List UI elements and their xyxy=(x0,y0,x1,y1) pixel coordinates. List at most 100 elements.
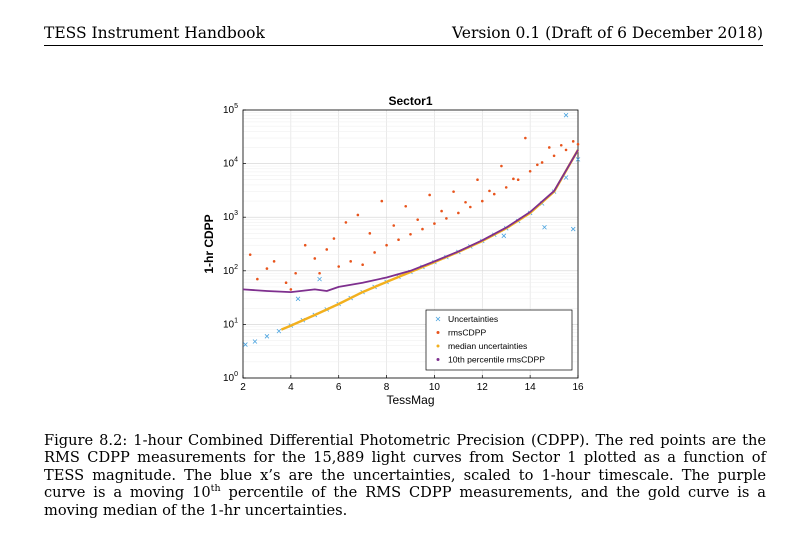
rmscdpp-point xyxy=(559,143,563,147)
y-tick-label: 100 xyxy=(223,371,238,384)
rmscdpp-point xyxy=(325,248,329,251)
median-uncertainties-line xyxy=(280,149,580,331)
rmscdpp-point xyxy=(464,200,467,204)
uncertainty-point xyxy=(264,334,270,339)
legend-marker xyxy=(436,344,440,348)
rmscdpp-point xyxy=(452,190,455,193)
cdpp-chart: 2 4 6 8 10 12 14 16 100 101 102 103 104 105 Sector1 T… xyxy=(202,94,584,407)
uncertainty-point xyxy=(501,233,507,239)
rmscdpp-point xyxy=(433,222,436,225)
uncertainty-point xyxy=(243,342,248,347)
rmscdpp-point xyxy=(385,243,388,247)
legend-marker xyxy=(436,331,440,334)
legend-box xyxy=(425,309,573,371)
rmscdpp-point xyxy=(500,164,503,168)
rmscdpp-point xyxy=(421,227,424,231)
rmscdpp-point xyxy=(284,281,288,284)
uncertainty-point xyxy=(563,175,569,180)
figure-caption: Figure 8.2: 1-hour Combined Differential… xyxy=(44,432,766,519)
x-axis-label: TessMag xyxy=(386,393,434,407)
rmscdpp-point xyxy=(313,257,317,260)
rmscdpp-point xyxy=(469,205,472,209)
rmscdpp-point xyxy=(536,163,539,167)
y-tick-label: 101 xyxy=(223,317,238,330)
caption-text-1: Figure 8.2: 1-hour Combined Differential… xyxy=(44,432,766,502)
caption-superscript: th xyxy=(210,483,221,495)
rmscdpp-point xyxy=(337,265,341,268)
rmscdpp-point xyxy=(476,178,479,182)
uncertainty-point xyxy=(276,328,282,334)
header-rule xyxy=(44,45,763,46)
chart-title: Sector1 xyxy=(388,94,432,108)
rmscdpp-point xyxy=(564,148,568,152)
rmscdpp-point xyxy=(397,238,400,242)
rmscdpp-point xyxy=(265,267,269,270)
x-tick-label: 16 xyxy=(572,382,584,393)
rmscdpp-point xyxy=(512,177,515,181)
rmscdpp-point xyxy=(404,204,408,208)
y-tick-label: 105 xyxy=(223,103,238,116)
rmscdpp-point xyxy=(361,263,364,266)
uncertainty-point xyxy=(317,276,322,282)
uncertainty-point xyxy=(252,339,258,344)
uncertainty-point xyxy=(563,112,569,118)
uncertainty-point xyxy=(542,224,547,230)
rmscdpp-point xyxy=(440,209,443,213)
rmscdpp-point xyxy=(524,136,527,140)
legend-label: rmsCDPP xyxy=(448,328,486,338)
rmscdpp-point xyxy=(318,271,321,275)
uncertainty-point xyxy=(570,226,576,232)
rmscdpp-series xyxy=(248,136,580,291)
rmscdpp-point xyxy=(392,224,396,227)
rmscdpp-point xyxy=(457,211,460,215)
y-tick-label: 102 xyxy=(223,264,238,277)
rmscdpp-point xyxy=(416,218,419,221)
y-axis-label: 1-hr CDPP xyxy=(202,214,216,273)
x-tick-label: 4 xyxy=(288,382,294,393)
legend-marker xyxy=(436,358,440,361)
plot-frame xyxy=(242,109,579,379)
rmscdpp-point xyxy=(576,142,580,146)
caption-text-2: percentile of the RMS CDPP measurements,… xyxy=(44,484,766,519)
rmscdpp-point xyxy=(294,271,297,275)
uncertainty-point xyxy=(295,296,301,302)
rmscdpp-point xyxy=(480,199,484,203)
rmscdpp-point xyxy=(445,217,448,220)
rmscdpp-point xyxy=(428,193,431,197)
rmscdpp-point xyxy=(409,232,412,236)
y-tick-label: 104 xyxy=(223,157,238,170)
rmscdpp-point xyxy=(344,221,348,224)
y-tick-label: 103 xyxy=(223,210,238,223)
rmscdpp-point xyxy=(256,277,259,281)
rmscdpp-point xyxy=(380,199,384,203)
rmscdpp-point xyxy=(516,178,520,182)
legend-label: Uncertainties xyxy=(448,314,498,324)
rmscdpp-point xyxy=(272,260,276,263)
uncertainty-point xyxy=(575,157,581,162)
legend-label: 10th percentile rmsCDPP xyxy=(448,355,545,365)
trend-lines xyxy=(242,149,580,331)
header-title: TESS Instrument Handbook xyxy=(44,24,265,42)
rmscdpp-point xyxy=(349,260,352,263)
x-tick-label: 14 xyxy=(525,382,537,393)
percentile10-rmscdpp-line xyxy=(242,149,579,294)
rmscdpp-point xyxy=(528,169,532,173)
rmscdpp-point xyxy=(571,140,575,143)
rmscdpp-point xyxy=(289,288,293,291)
rmscdpp-point xyxy=(552,154,556,158)
chart-legend: Uncertainties rmsCDPP median uncertainties… xyxy=(425,309,573,371)
rmscdpp-point xyxy=(248,253,252,256)
x-tick-label: 6 xyxy=(336,382,342,393)
rmscdpp-point xyxy=(492,192,496,196)
x-tick-label: 10 xyxy=(429,382,441,393)
rmscdpp-point xyxy=(368,232,372,235)
x-tick-label: 2 xyxy=(240,382,246,393)
chart-axes: 2 4 6 8 10 12 14 16 100 101 102 103 104 105 xyxy=(223,103,584,393)
rmscdpp-point xyxy=(303,243,307,247)
rmscdpp-point xyxy=(540,161,544,164)
legend-label: median uncertainties xyxy=(448,341,527,351)
header-version: Version 0.1 (Draft of 6 December 2018) xyxy=(452,24,763,42)
rmscdpp-point xyxy=(547,146,551,149)
x-tick-label: 8 xyxy=(384,382,390,393)
rmscdpp-point xyxy=(332,237,336,240)
